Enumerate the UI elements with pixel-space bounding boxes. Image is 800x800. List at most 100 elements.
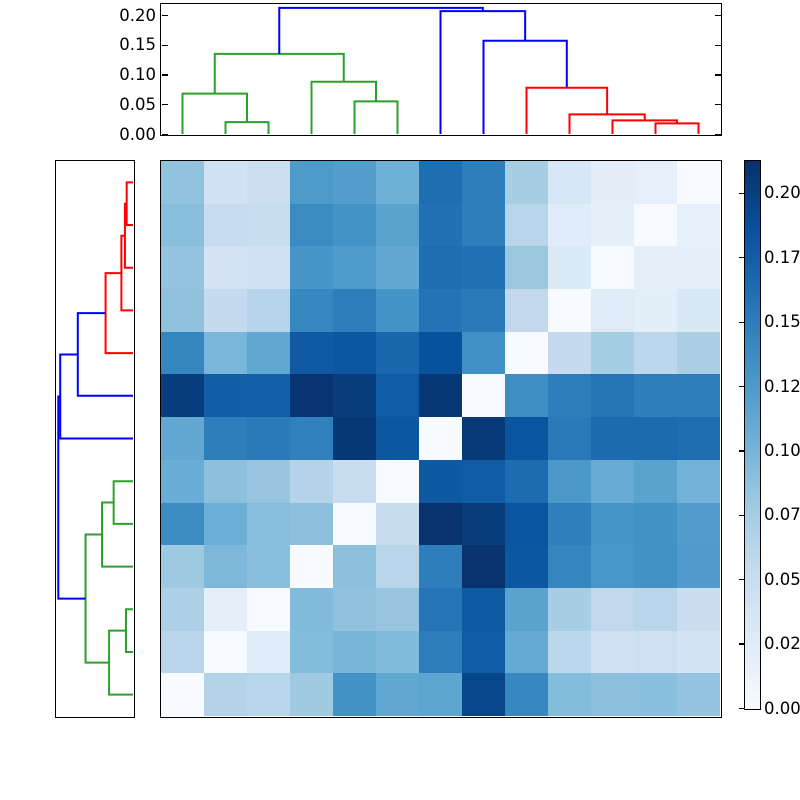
heatmap-cell	[677, 246, 720, 290]
colorbar-tick	[739, 257, 744, 259]
colorbar-tick-label: 0.02	[764, 634, 800, 654]
dendrogram-link	[84, 533, 110, 664]
heatmap-cell	[591, 246, 634, 290]
dendrogram-axis-tick	[714, 74, 721, 76]
heatmap-cell	[333, 630, 376, 674]
dendrogram-link	[120, 234, 133, 312]
heatmap-cell	[161, 545, 204, 588]
heatmap-cell	[419, 502, 462, 546]
heatmap-cell	[505, 587, 548, 631]
dendrogram-link	[353, 100, 399, 134]
dendrogram-axis-tick-label: 0.00	[119, 124, 156, 144]
colorbar-tick-label: 0.07	[764, 505, 800, 525]
heatmap-cell	[247, 502, 290, 546]
dendrogram-link	[482, 39, 568, 134]
heatmap-cell	[204, 331, 247, 375]
heatmap-cell	[290, 417, 333, 460]
heatmap-cell	[204, 673, 247, 716]
colorbar-tick-label: 0.05	[764, 569, 800, 589]
heatmap-cell	[290, 459, 333, 503]
heatmap-cell	[204, 246, 247, 290]
heatmap-cell	[634, 331, 677, 375]
heatmap-cell	[505, 374, 548, 418]
heatmap-cell	[677, 502, 720, 546]
heatmap-cell	[290, 331, 333, 375]
heatmap-cell	[548, 502, 591, 546]
dendrogram-link	[112, 480, 133, 525]
heatmap-cell	[376, 673, 419, 716]
colorbar-tick	[739, 321, 744, 323]
heatmap-cell	[419, 673, 462, 716]
heatmap-cell	[376, 459, 419, 503]
colorbar-tick-label: 0.00	[764, 698, 800, 718]
heatmap-cell	[333, 587, 376, 631]
heatmap-cell	[591, 630, 634, 674]
heatmap-cell	[161, 331, 204, 375]
heatmap-cell	[462, 331, 505, 375]
heatmap-cell	[548, 417, 591, 460]
dendrogram-link	[59, 353, 133, 440]
colorbar-tick	[739, 192, 744, 195]
heatmap-cell	[247, 630, 290, 674]
heatmap-cell	[677, 331, 720, 375]
heatmap-cell	[591, 417, 634, 460]
heatmap-cell	[462, 673, 505, 716]
colorbar-tick	[739, 643, 744, 645]
heatmap-cell	[161, 417, 204, 460]
colorbar-tick	[739, 385, 744, 388]
dendrogram-link	[213, 52, 345, 94]
heatmap-cell	[247, 587, 290, 631]
dendrogram-link	[181, 92, 248, 134]
heatmap-cell	[290, 203, 333, 247]
heatmap-cell	[591, 587, 634, 631]
heatmap-cell	[247, 331, 290, 375]
heatmap-cell	[376, 630, 419, 674]
heatmap-cell	[161, 630, 204, 674]
heatmap-cell	[290, 630, 333, 674]
heatmap-cell	[505, 502, 548, 546]
dendrogram-axis-tick-label: 0.10	[119, 65, 156, 85]
heatmap-cell	[376, 331, 419, 375]
heatmap-cell	[677, 161, 720, 204]
heatmap-cell	[247, 673, 290, 716]
heatmap-cell	[548, 331, 591, 375]
colorbar-tick	[739, 514, 744, 516]
colorbar-tick	[739, 707, 744, 710]
heatmap-cell	[376, 545, 419, 588]
left-dendrogram	[55, 160, 135, 718]
heatmap-cell	[419, 331, 462, 375]
dendrogram-axis-tick	[714, 44, 721, 47]
heatmap-cell	[204, 161, 247, 204]
heatmap-cell	[376, 587, 419, 631]
heatmap-cell	[290, 545, 333, 588]
heatmap-cell	[548, 161, 591, 204]
heatmap-cell	[548, 246, 591, 290]
dendrogram-link	[654, 122, 700, 134]
heatmap-cell	[591, 203, 634, 247]
heatmap-cell	[462, 630, 505, 674]
heatmap-cell	[591, 331, 634, 375]
heatmap-cell	[290, 289, 333, 332]
heatmap-cell	[161, 161, 204, 204]
heatmap-cell	[161, 459, 204, 503]
colorbar-tick-label: 0.15	[764, 312, 800, 332]
heatmap-cell	[333, 289, 376, 332]
colorbar-gradient	[745, 161, 760, 709]
heatmap-cell	[505, 203, 548, 247]
heatmap-cell	[333, 545, 376, 588]
dendrogram-axis-tick	[714, 133, 721, 136]
heatmap-cell	[290, 587, 333, 631]
dendrogram-link	[104, 272, 133, 355]
colorbar-tick-label: 0.17	[764, 247, 800, 267]
heatmap-cell	[677, 587, 720, 631]
dendrogram-link	[57, 395, 86, 600]
heatmap-cell	[591, 289, 634, 332]
dendrogram-link	[310, 80, 377, 134]
heatmap-cell	[161, 587, 204, 631]
dendrogram-axis-tick-label: 0.15	[119, 35, 156, 55]
heatmap-cell	[376, 374, 419, 418]
dendrogram-link	[101, 501, 133, 568]
heatmap-cell	[290, 673, 333, 716]
heatmap-cell	[419, 417, 462, 460]
dendrogram-axis-tick	[714, 15, 721, 17]
